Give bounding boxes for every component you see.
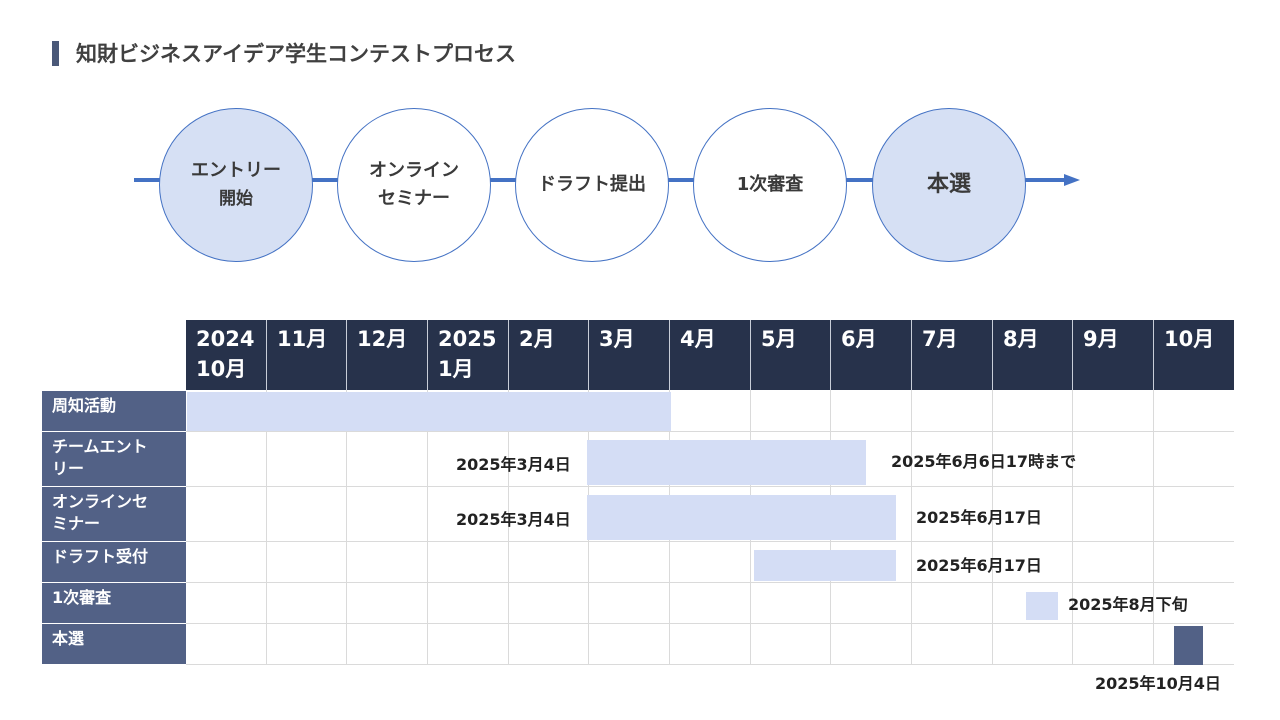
- grid-line: [508, 390, 509, 665]
- flow-step-label: エントリー: [191, 160, 281, 181]
- flow-step-sublabel: 開始: [219, 189, 253, 209]
- date-label-seminar-start: 2025年3月4日: [456, 510, 571, 529]
- bar-team-entry: [587, 440, 866, 485]
- grid-line: [911, 390, 912, 665]
- grid-line: [266, 390, 267, 665]
- flow-step-final: 本選: [872, 108, 1026, 262]
- bar-awareness: [187, 392, 671, 431]
- month-header: 9月: [1073, 320, 1154, 390]
- grid-line: [1072, 390, 1073, 665]
- flow-step-online-seminar: オンライン セミナー: [337, 108, 491, 262]
- month-header: 4月: [670, 320, 751, 390]
- flow-step-label: オンライン: [369, 160, 459, 181]
- month-header: 11月: [267, 320, 347, 390]
- flow-step-first-review: 1次審査: [693, 108, 847, 262]
- grid-line: [1153, 390, 1154, 665]
- date-label-seminar-end: 2025年6月17日: [916, 508, 1042, 527]
- month-header: 2024 10月: [186, 320, 267, 390]
- grid-line: [992, 390, 993, 665]
- row-label-first-review: 1次審査: [42, 583, 186, 624]
- month-header: 5月: [751, 320, 831, 390]
- row-label-final: 本選: [42, 624, 186, 665]
- month-header: 7月: [912, 320, 993, 390]
- grid-line: [186, 486, 1234, 487]
- flow-step-label: 1次審査: [736, 174, 804, 195]
- date-label-draft-end: 2025年6月17日: [916, 556, 1042, 575]
- month-header: 6月: [831, 320, 912, 390]
- month-header: 12月: [347, 320, 428, 390]
- title-accent-bar: [52, 41, 59, 66]
- month-header: 8月: [993, 320, 1073, 390]
- grid-line: [186, 582, 1234, 583]
- bar-first-review: [1026, 592, 1058, 620]
- date-label-final: 2025年10月4日: [1095, 674, 1221, 693]
- flow-arrowhead-icon: [1064, 174, 1080, 186]
- flow-step-entry-start: エントリー 開始: [159, 108, 313, 262]
- flow-step-label: ドラフト提出: [538, 174, 646, 195]
- grid-line: [186, 431, 1234, 432]
- bar-final: [1174, 626, 1203, 665]
- page-title: 知財ビジネスアイデア学生コンテストプロセス: [76, 42, 516, 66]
- date-label-team-entry-start: 2025年3月4日: [456, 455, 571, 474]
- month-header: 2月: [509, 320, 589, 390]
- grid-line: [186, 664, 1234, 665]
- grid-line: [346, 390, 347, 665]
- row-label-awareness: 周知活動: [42, 391, 186, 432]
- grid-line: [186, 541, 1234, 542]
- month-header: 10月: [1154, 320, 1234, 390]
- row-label-draft-intake: ドラフト受付: [42, 542, 186, 583]
- row-label-online-seminar: オンラインセ ミナー: [42, 487, 186, 542]
- date-label-team-entry-end: 2025年6月6日17時まで: [891, 452, 1077, 471]
- grid-line: [186, 623, 1234, 624]
- row-label-team-entry: チームエント リー: [42, 432, 186, 487]
- month-header: 3月: [589, 320, 670, 390]
- bar-draft-intake: [754, 550, 896, 581]
- date-label-first-review: 2025年8月下旬: [1068, 595, 1188, 614]
- month-header: 2025 1月: [428, 320, 509, 390]
- flow-step-sublabel: セミナー: [378, 188, 450, 209]
- flow-step-label: 本選: [926, 172, 971, 197]
- flow-step-draft-submit: ドラフト提出: [515, 108, 669, 262]
- bar-online-seminar: [587, 495, 896, 540]
- grid-line: [427, 390, 428, 665]
